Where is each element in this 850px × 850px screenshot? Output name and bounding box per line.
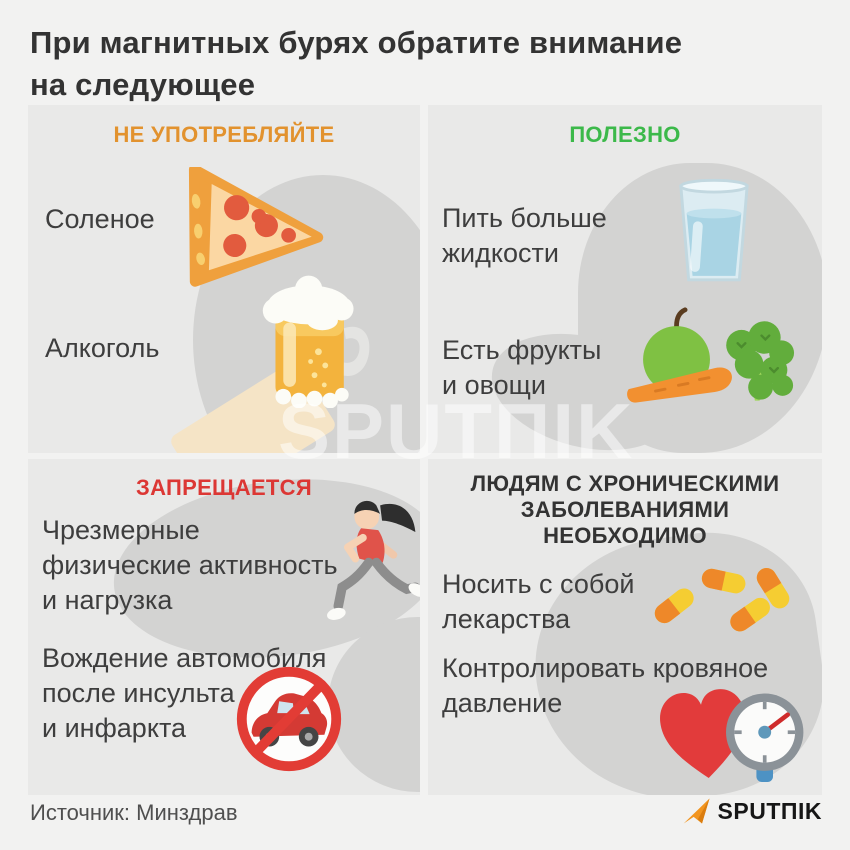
sputnik-logo-icon	[683, 798, 710, 824]
item-label-carry-medicine: Носить с собой лекарства	[442, 569, 635, 635]
pills-icon	[654, 567, 790, 632]
item-label-alcohol: Алкоголь	[45, 333, 160, 363]
sputnik-watermark: SPUTΠIK	[278, 387, 635, 475]
panel-forbidden: ЗАПРЕЩАЕТСЯ Чрезмерные физические активн…	[28, 459, 420, 795]
item-label-physical-activity: Чрезмерные физические активность и нагру…	[42, 515, 338, 616]
panel-useful: ПОЛЕЗНО Пить больше жидкости Есть фрукты…	[428, 105, 822, 453]
no-driving-icon	[236, 666, 342, 772]
section-header-do-not-consume: НЕ УПОТРЕБЛЯЙТЕ	[113, 122, 335, 147]
section-header-chronic: ЛЮДЯМ С ХРОНИЧЕСКИМИ ЗАБОЛЕВАНИЯМИ НЕОБХ…	[470, 471, 780, 548]
page-title: При магнитных бурях обратите внимание на…	[30, 25, 683, 102]
water-glass-icon	[679, 178, 749, 282]
sputnik-logo: SPUTΠIK	[682, 796, 822, 826]
sputnik-logo-text: SPUTΠIK	[717, 797, 822, 824]
item-label-blood-pressure: Контролировать кровяное давление	[442, 653, 769, 719]
item-label-salty: Соленое	[45, 204, 155, 234]
source-text: Источник: Минздрав	[30, 800, 238, 825]
running-woman-icon	[327, 500, 420, 620]
pizza-icon	[188, 167, 324, 287]
beer-mug-icon	[262, 275, 370, 408]
blood-pressure-icon	[660, 689, 804, 782]
fruits-vegetables-icon	[627, 307, 795, 403]
item-label-fruits-vegetables: Есть фрукты и овощи	[442, 335, 602, 401]
item-label-no-driving: Вождение автомобиля после инсульта и инф…	[42, 643, 327, 744]
section-header-useful: ПОЛЕЗНО	[569, 122, 681, 147]
section-header-forbidden: ЗАПРЕЩАЕТСЯ	[136, 475, 312, 500]
item-label-drink-liquids: Пить больше жидкости	[442, 203, 607, 269]
panel-chronic-diseases: ЛЮДЯМ С ХРОНИЧЕСКИМИ ЗАБОЛЕВАНИЯМИ НЕОБХ…	[428, 459, 822, 795]
panel-do-not-consume: НЕ УПОТРЕБЛЯЙТЕ Соленое Алкоголь	[28, 105, 420, 453]
